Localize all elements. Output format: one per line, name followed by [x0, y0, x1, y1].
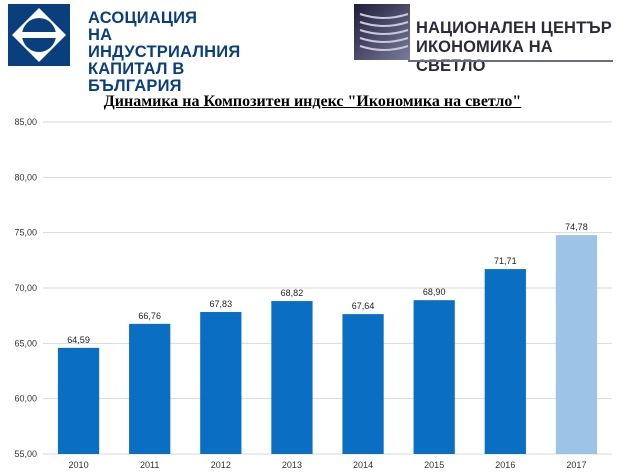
chart-title: Динамика на Композитен индекс "Икономика…	[103, 93, 522, 110]
bar-2013	[271, 301, 313, 454]
data-label-2012: 67,83	[210, 299, 233, 309]
ncie-name: НАЦИОНАЛЕН ЦЕНТЪР ИКОНОМИКА НА СВЕТЛО	[416, 19, 616, 76]
x-tick-label: 2012	[211, 460, 231, 470]
data-label-2017: 74,78	[565, 222, 588, 232]
bar-2015	[413, 300, 455, 454]
bar-2014	[342, 314, 384, 454]
aikb-name-line-1: АСОЦИАЦИЯ	[88, 9, 198, 27]
ncie-name-line-1: НАЦИОНАЛЕН ЦЕНТЪР	[416, 19, 612, 37]
bar-2011	[129, 323, 171, 454]
y-tick-label: 80,00	[14, 172, 37, 182]
y-tick-label: 65,00	[14, 338, 37, 348]
aikb-name-line-3: КАПИТАЛ В БЪЛГАРИЯ	[88, 60, 185, 95]
y-tick-label: 60,00	[14, 394, 37, 404]
data-label-2013: 68,82	[281, 288, 304, 298]
y-tick-label: 70,00	[14, 283, 37, 293]
x-tick-label: 2016	[495, 460, 515, 470]
y-tick-label: 55,00	[14, 449, 37, 459]
x-tick-label: 2011	[140, 460, 159, 470]
bar-2010	[57, 347, 100, 454]
x-tick-label: 2015	[424, 460, 444, 470]
x-tick-label: 2013	[282, 460, 302, 470]
x-tick-label: 2017	[566, 460, 586, 470]
bar-2012	[200, 312, 242, 454]
bar-2016	[484, 269, 526, 454]
data-label-2015: 68,90	[423, 287, 446, 297]
data-label-2010: 64,59	[67, 335, 90, 345]
ncie-logo: НАЦИОНАЛЕН ЦЕНТЪР ИКОНОМИКА НА СВЕТЛО	[354, 4, 616, 75]
data-label-2016: 71,71	[494, 256, 517, 266]
ncie-stripes-logo-icon	[354, 4, 410, 60]
aikb-diamond-logo-icon	[8, 4, 70, 66]
aikb-name: АСОЦИАЦИЯ НА ИНДУСТРИАЛНИЯ КАПИТАЛ В БЪЛ…	[88, 10, 260, 95]
aikb-name-line-2: НА ИНДУСТРИАЛНИЯ	[88, 26, 241, 61]
bar-2017	[555, 235, 598, 454]
aikb-logo: АСОЦИАЦИЯ НА ИНДУСТРИАЛНИЯ КАПИТАЛ В БЪЛ…	[8, 4, 260, 95]
x-tick-label: 2010	[69, 460, 89, 470]
y-tick-label: 75,00	[14, 228, 37, 238]
y-tick-label: 85,00	[14, 117, 37, 127]
x-tick-label: 2014	[353, 460, 373, 470]
data-label-2011: 66,76	[138, 311, 161, 321]
data-label-2014: 67,64	[352, 301, 375, 311]
ncie-underline	[408, 60, 613, 62]
